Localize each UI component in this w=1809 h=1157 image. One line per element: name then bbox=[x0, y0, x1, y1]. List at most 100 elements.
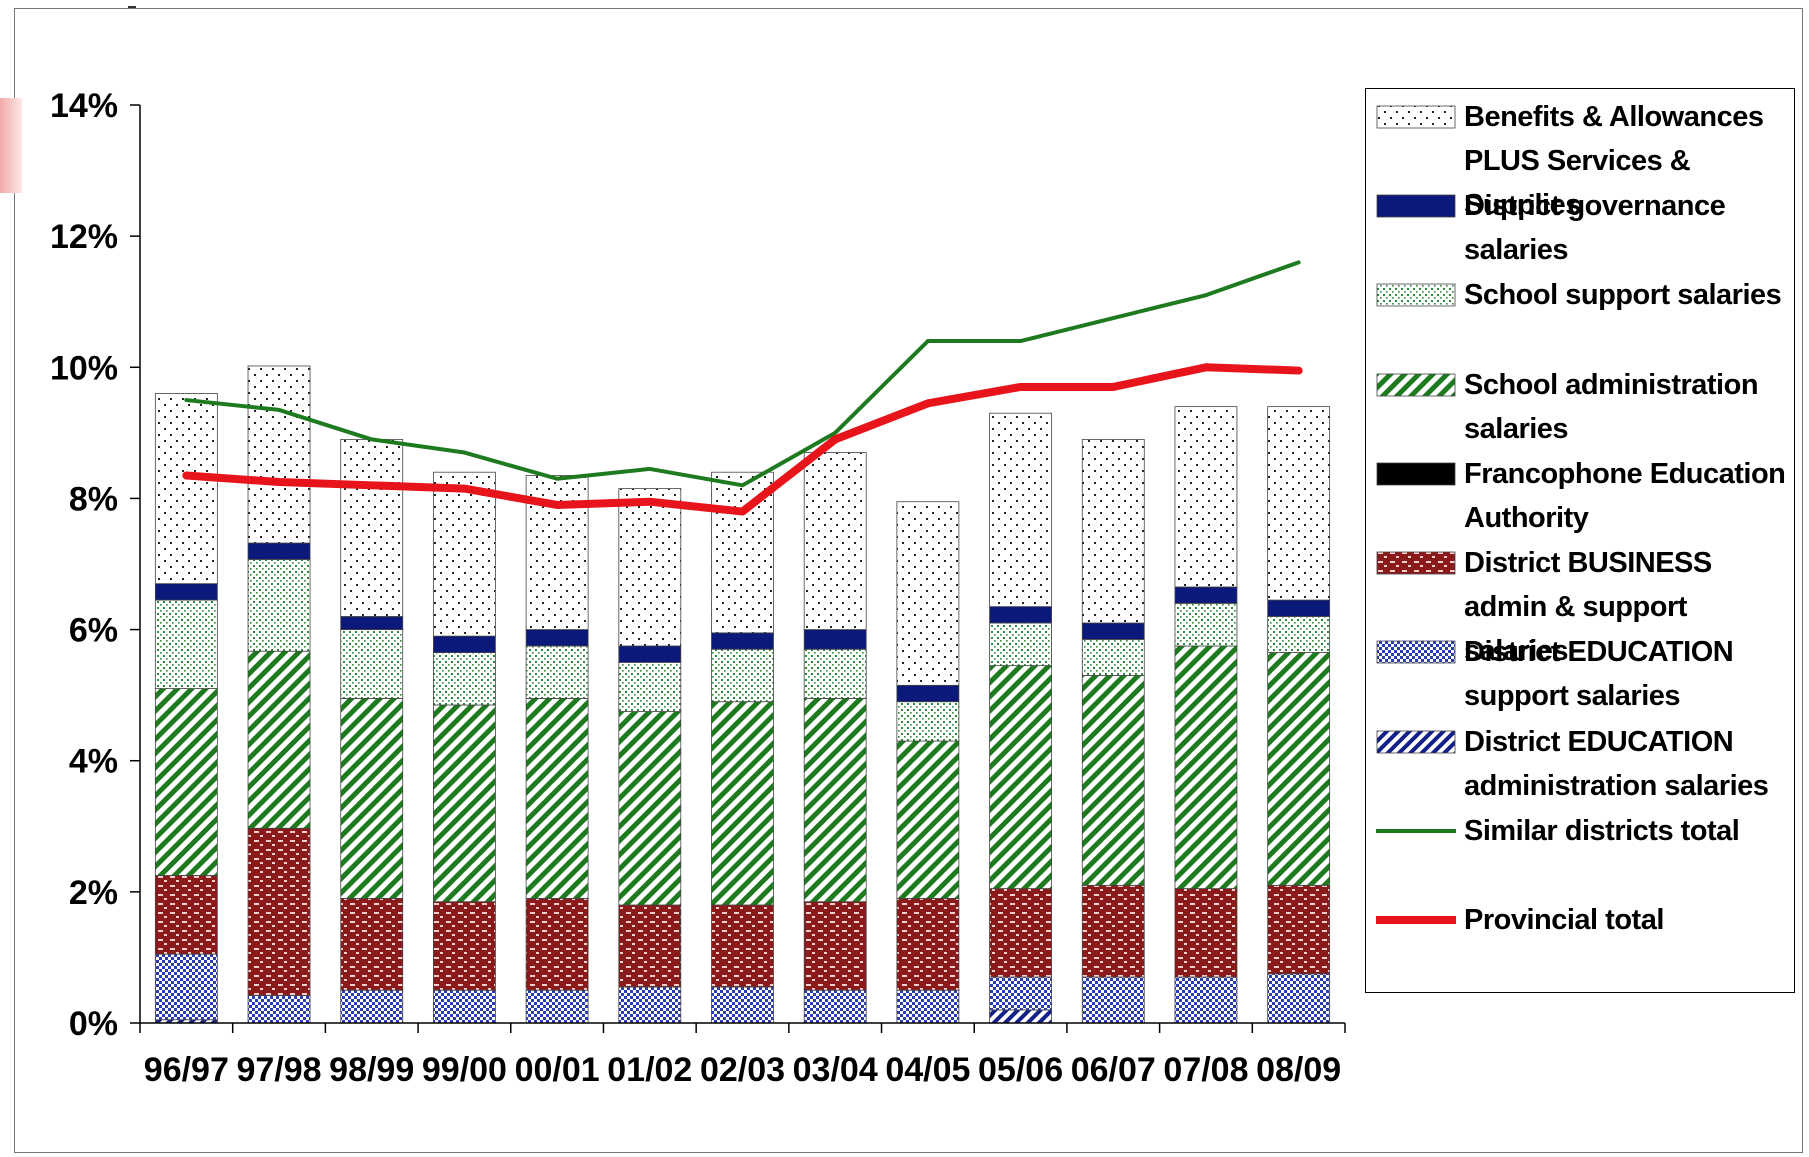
legend-label-dea: District EDUCATION administration salari… bbox=[1464, 726, 1769, 802]
bar-segment-des-00/01 bbox=[525, 989, 589, 1024]
bar-segment-sas-01/02 bbox=[618, 711, 682, 906]
x-tick-label: 00/01 bbox=[515, 1051, 600, 1089]
x-tick-label: 03/04 bbox=[793, 1051, 878, 1089]
bar-segment-ssp-05/06 bbox=[989, 622, 1052, 667]
legend-label-bas: Benefits & Allowances PLUS Services & Su… bbox=[1464, 101, 1764, 221]
legend-label-sas: School administration salaries bbox=[1464, 369, 1759, 445]
y-tick-label: 2% bbox=[69, 874, 118, 912]
bar-segment-dba-05/06 bbox=[989, 888, 1052, 978]
legend-swatch-bas bbox=[1376, 105, 1456, 129]
bar-segment-ssp-04/05 bbox=[896, 701, 960, 742]
bar-segment-des-08/09 bbox=[1267, 973, 1331, 1024]
y-tick-label: 8% bbox=[69, 480, 118, 518]
x-tick-label: 98/99 bbox=[329, 1051, 414, 1089]
bar-segment-dba-97/98 bbox=[247, 827, 311, 996]
bar-segment-bas-98/99 bbox=[340, 439, 404, 617]
bar-segment-dgs-02/03 bbox=[711, 632, 774, 650]
bar-segment-dba-02/03 bbox=[711, 904, 774, 988]
bar-segment-ssp-96/97 bbox=[154, 599, 218, 689]
x-tick-label: 02/03 bbox=[700, 1051, 785, 1089]
legend-label-ssp: School support salaries bbox=[1464, 279, 1782, 311]
bar-segment-sas-04/05 bbox=[896, 740, 960, 899]
bar-segment-ssp-03/04 bbox=[803, 648, 867, 699]
bar-segment-dba-03/04 bbox=[803, 901, 867, 991]
legend-swatch-prov bbox=[1376, 916, 1456, 924]
x-tick-label: 08/09 bbox=[1256, 1051, 1341, 1089]
legend-swatch-sim bbox=[1376, 829, 1456, 833]
bar-segment-dba-98/99 bbox=[340, 898, 404, 991]
bar-segment-ssp-08/09 bbox=[1267, 616, 1331, 653]
legend-swatch-fea bbox=[1376, 462, 1456, 486]
bar-segment-ssp-98/99 bbox=[340, 629, 404, 699]
bar-segment-des-98/99 bbox=[340, 989, 404, 1024]
legend-swatch-sas bbox=[1376, 373, 1456, 397]
x-tick-label: 04/05 bbox=[885, 1051, 970, 1089]
bar-segment-des-02/03 bbox=[711, 986, 774, 1024]
bar-segment-des-01/02 bbox=[618, 986, 682, 1024]
bar-segment-dgs-01/02 bbox=[618, 645, 682, 663]
bar-segment-dba-00/01 bbox=[525, 898, 589, 991]
legend-swatch-dba bbox=[1376, 551, 1456, 575]
bar-segment-bas-03/04 bbox=[803, 452, 867, 630]
y-tick-label: 12% bbox=[50, 218, 118, 256]
bar-segment-sas-99/00 bbox=[433, 704, 496, 903]
bar-segment-des-06/07 bbox=[1081, 976, 1145, 1024]
bar-segment-dgs-98/99 bbox=[340, 616, 404, 630]
bar-segment-dgs-97/98 bbox=[247, 542, 311, 560]
bar-segment-bas-07/08 bbox=[1174, 406, 1238, 588]
bar-segment-ssp-01/02 bbox=[618, 661, 682, 712]
bar-segment-dba-07/08 bbox=[1174, 888, 1238, 978]
total-lines bbox=[182, 260, 1303, 516]
x-tick-label: 99/00 bbox=[422, 1051, 507, 1089]
legend-label-sim: Similar districts total bbox=[1464, 815, 1740, 847]
legend-swatch-dea bbox=[1376, 730, 1456, 754]
x-tick-label: 97/98 bbox=[236, 1051, 321, 1089]
bar-segment-dgs-08/09 bbox=[1267, 599, 1331, 617]
x-tick-label: 96/97 bbox=[144, 1051, 229, 1089]
x-tick-label: 07/08 bbox=[1163, 1051, 1248, 1089]
bar-segment-des-07/08 bbox=[1174, 976, 1238, 1024]
bar-segment-des-03/04 bbox=[803, 989, 867, 1024]
line-prov bbox=[182, 363, 1303, 516]
y-tick-label: 6% bbox=[69, 612, 118, 650]
legend-swatch-des bbox=[1376, 640, 1456, 664]
legend-label-dba: District BUSINESS admin & support salari… bbox=[1464, 547, 1712, 667]
bar-segment-dgs-07/08 bbox=[1174, 586, 1238, 604]
legend-swatch-ssp bbox=[1376, 283, 1456, 307]
corner-mark bbox=[128, 6, 136, 8]
legend-label-prov: Provincial total bbox=[1464, 904, 1664, 936]
bar-stacks bbox=[154, 365, 1331, 1024]
bar-segment-des-96/97 bbox=[154, 953, 218, 1021]
bar-segment-dea-05/06 bbox=[989, 1009, 1052, 1024]
legend-label-des: District EDUCATION support salaries bbox=[1464, 636, 1734, 712]
bar-segment-ssp-99/00 bbox=[433, 652, 496, 706]
legend-swatch-dgs bbox=[1376, 194, 1456, 218]
x-tick-label: 06/07 bbox=[1071, 1051, 1156, 1089]
bar-segment-ssp-00/01 bbox=[525, 645, 589, 699]
bar-segment-ssp-07/08 bbox=[1174, 602, 1238, 647]
line-sim bbox=[184, 260, 1301, 488]
x-tick-label: 01/02 bbox=[607, 1051, 692, 1089]
axes: 0%2%4%6%8%10%12%14%96/97 97/98 98/99 99/00 0… bbox=[50, 87, 1346, 1089]
bar-segment-bas-97/98 bbox=[247, 365, 311, 544]
bar-segment-sas-08/09 bbox=[1267, 652, 1331, 886]
bar-segment-dba-04/05 bbox=[896, 898, 960, 991]
bar-segment-dgs-99/00 bbox=[433, 635, 496, 653]
slide-accent bbox=[0, 98, 22, 193]
bar-segment-sas-00/01 bbox=[525, 698, 589, 899]
bar-segment-bas-01/02 bbox=[618, 488, 682, 647]
bar-segment-sas-97/98 bbox=[247, 650, 311, 829]
bar-segment-bas-99/00 bbox=[433, 471, 496, 637]
y-tick-label: 0% bbox=[69, 1005, 118, 1043]
bar-segment-dba-08/09 bbox=[1267, 884, 1331, 975]
bar-segment-dgs-96/97 bbox=[154, 583, 218, 601]
bar-segment-dgs-03/04 bbox=[803, 629, 867, 650]
bar-segment-bas-08/09 bbox=[1267, 406, 1331, 601]
bar-segment-des-97/98 bbox=[247, 995, 311, 1024]
bar-segment-dba-99/00 bbox=[433, 901, 496, 991]
bar-segment-des-05/06 bbox=[989, 976, 1052, 1011]
bar-segment-dgs-06/07 bbox=[1081, 622, 1145, 640]
bar-segment-sas-05/06 bbox=[989, 665, 1052, 889]
bar-segment-des-04/05 bbox=[896, 989, 960, 1024]
bar-segment-bas-96/97 bbox=[154, 393, 218, 585]
